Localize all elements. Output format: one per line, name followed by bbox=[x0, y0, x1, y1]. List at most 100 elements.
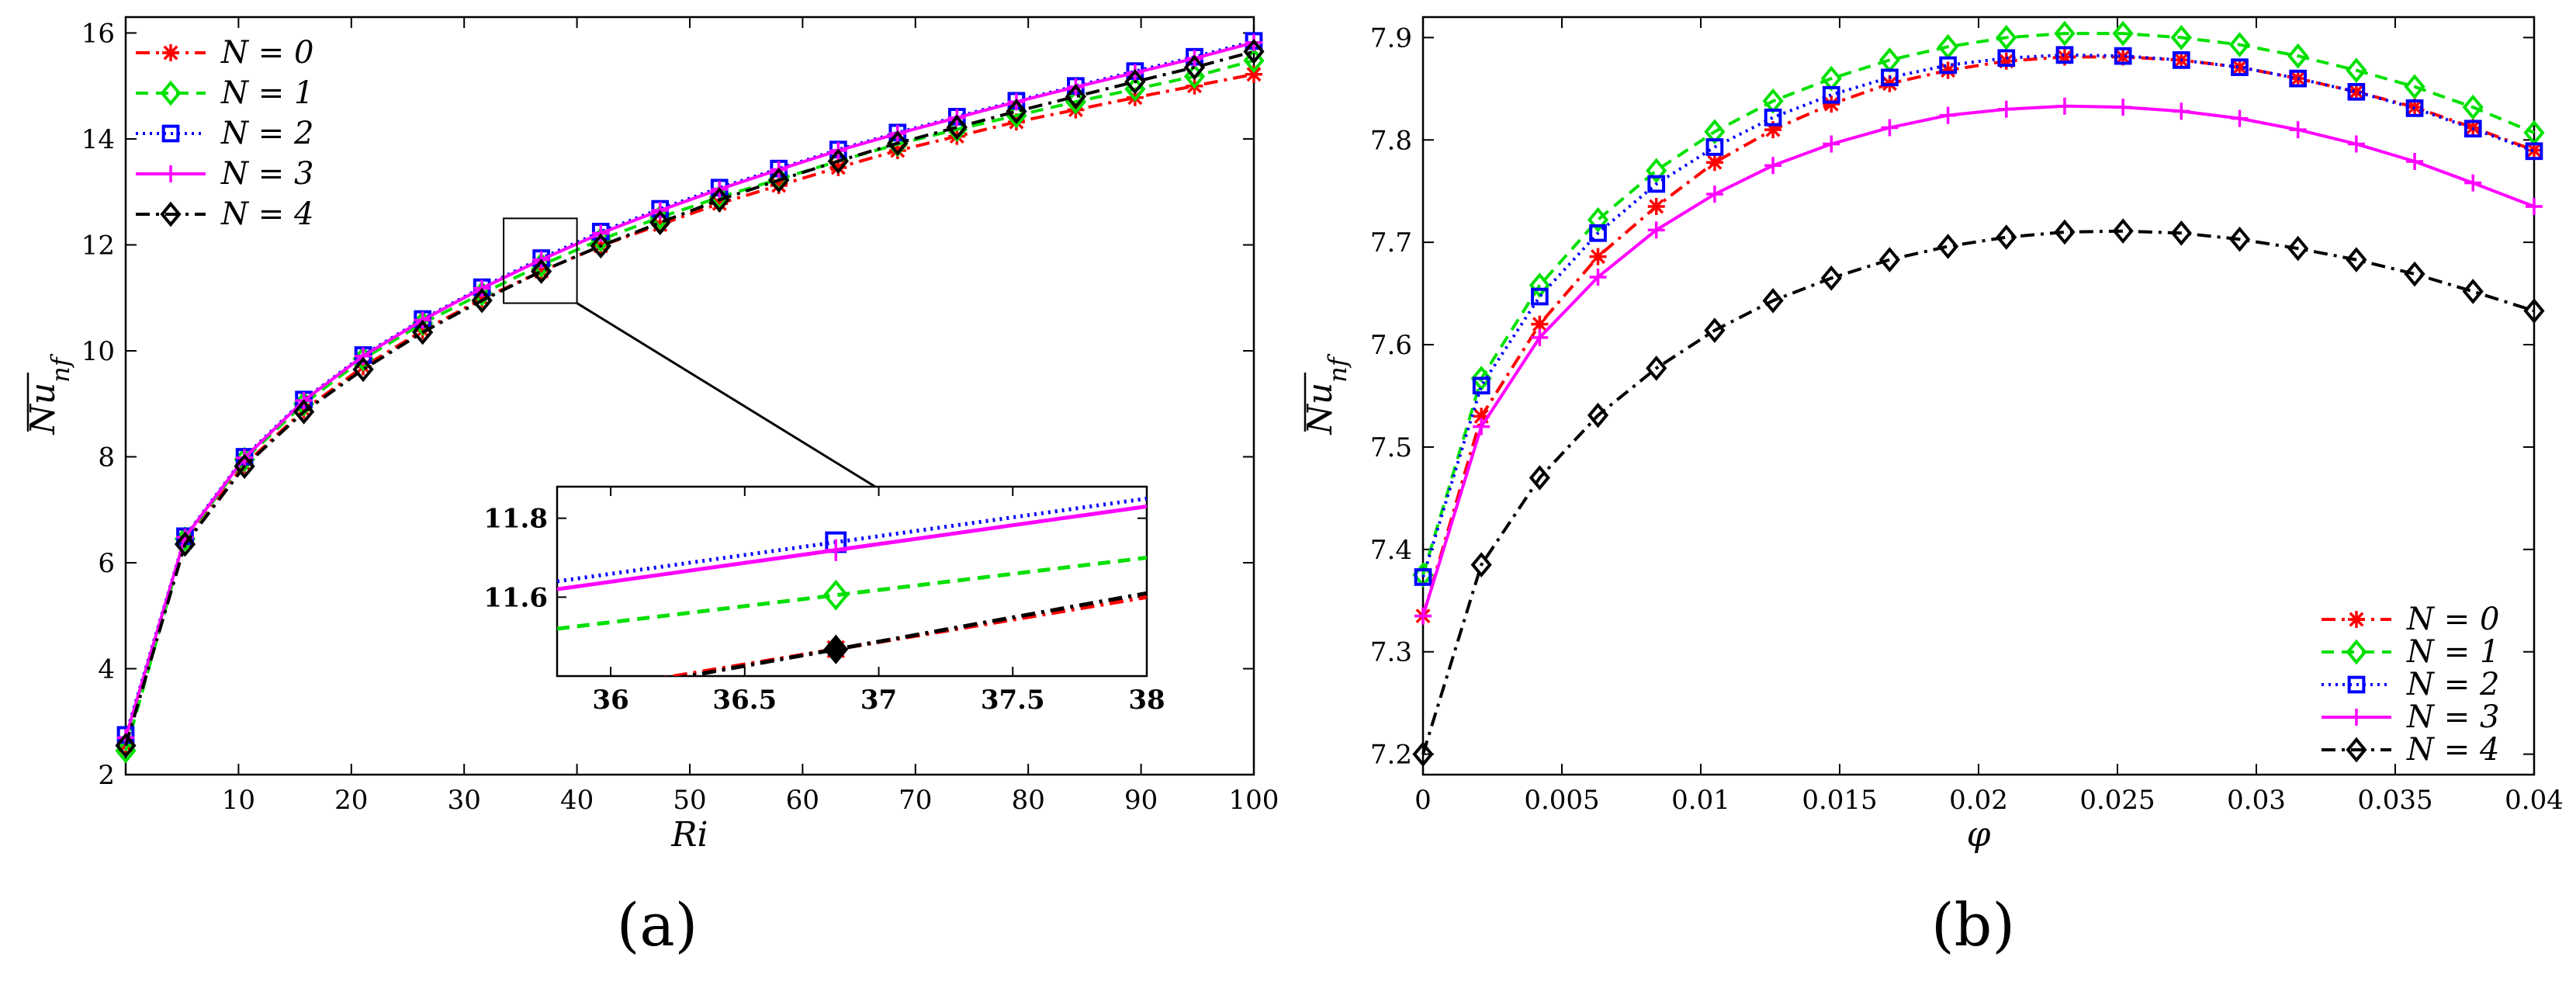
data-point bbox=[2054, 219, 2076, 245]
data-point bbox=[2231, 109, 2249, 127]
legend-marker bbox=[161, 124, 180, 143]
data-point bbox=[946, 114, 968, 140]
data-point bbox=[770, 177, 788, 195]
data-point bbox=[1589, 248, 1607, 265]
data-point bbox=[1997, 52, 2015, 70]
data-point bbox=[1531, 287, 1549, 306]
legend-marker bbox=[2348, 611, 2365, 628]
inset-marker bbox=[823, 634, 849, 664]
data-point bbox=[2112, 20, 2134, 47]
y-axis-label-main: Nu bbox=[1300, 383, 1340, 435]
y-tick-label: 7.2 bbox=[1370, 740, 1412, 771]
series-line bbox=[124, 50, 1255, 747]
data-point bbox=[1997, 100, 2015, 118]
data-point bbox=[649, 210, 671, 236]
x-tick-label: 0.025 bbox=[2079, 785, 2155, 816]
series-line bbox=[124, 59, 1255, 751]
x-tick-label: 100 bbox=[1229, 785, 1279, 816]
data-point bbox=[2347, 83, 2365, 101]
data-point bbox=[1587, 206, 1609, 233]
y-axis-label: Nunf bbox=[1300, 353, 1352, 435]
data-point bbox=[2462, 94, 2484, 120]
data-point bbox=[592, 224, 610, 242]
y-tick-label: 7.9 bbox=[1370, 23, 1412, 54]
data-point bbox=[1006, 99, 1027, 124]
data-point bbox=[2055, 46, 2074, 64]
data-point bbox=[352, 356, 374, 383]
series-line bbox=[1421, 53, 2535, 577]
x-tick-label: 0.03 bbox=[2227, 785, 2286, 816]
data-point bbox=[2346, 247, 2367, 272]
data-point bbox=[2112, 218, 2134, 244]
data-point bbox=[2346, 57, 2367, 83]
data-point bbox=[1996, 224, 2017, 250]
data-point bbox=[708, 187, 730, 213]
data-point bbox=[2404, 261, 2425, 287]
y-tick-label: 8 bbox=[98, 442, 115, 473]
data-point bbox=[2228, 32, 2251, 57]
data-point bbox=[174, 531, 196, 557]
data-point bbox=[1124, 68, 1146, 95]
data-point bbox=[2114, 99, 2132, 116]
data-point bbox=[1647, 198, 1665, 215]
data-point bbox=[1531, 328, 1549, 346]
data-point bbox=[1470, 552, 1492, 577]
data-point bbox=[2228, 226, 2251, 252]
plot-frame bbox=[1421, 16, 2536, 776]
data-point bbox=[651, 216, 669, 234]
data-point bbox=[1937, 234, 1959, 259]
series-line bbox=[1421, 104, 2535, 617]
data-point bbox=[532, 262, 550, 280]
x-tick-label: 0 bbox=[1414, 785, 1432, 816]
legend-marker bbox=[2346, 737, 2367, 763]
y-tick-label: 7.4 bbox=[1370, 535, 1412, 566]
legend: N = 0N = 1N = 2N = 3N = 4 bbox=[2322, 602, 2499, 768]
inset-series-4 bbox=[677, 591, 1147, 676]
series-2 bbox=[1414, 46, 2543, 586]
data-point bbox=[2347, 82, 2366, 101]
data-point bbox=[590, 233, 611, 259]
x-tick-label: 80 bbox=[1012, 785, 1045, 816]
x-tick-label: 0.04 bbox=[2505, 785, 2564, 816]
data-point bbox=[2170, 25, 2192, 50]
x-tick-label: 0.02 bbox=[1949, 785, 2008, 816]
data-point bbox=[1878, 247, 1901, 272]
data-point bbox=[1647, 175, 1666, 193]
data-point bbox=[1764, 108, 1782, 127]
x-tick-label: 70 bbox=[898, 785, 932, 816]
data-point bbox=[2287, 43, 2309, 69]
legend-label: N = 0 bbox=[2406, 602, 2499, 637]
y-tick-label: 12 bbox=[81, 230, 115, 261]
data-point bbox=[888, 141, 906, 159]
data-point bbox=[1243, 39, 1265, 64]
data-point bbox=[1473, 418, 1491, 435]
data-point bbox=[1245, 65, 1262, 83]
inset-y-tick-label: 11.6 bbox=[483, 582, 548, 613]
data-point bbox=[1762, 288, 1784, 314]
data-point bbox=[471, 287, 493, 314]
legend-label: N = 4 bbox=[2406, 732, 2499, 768]
data-point bbox=[2231, 58, 2249, 76]
data-point bbox=[2406, 152, 2424, 170]
data-point bbox=[1823, 95, 1840, 113]
data-point bbox=[2231, 58, 2249, 76]
data-point bbox=[1881, 119, 1899, 137]
y-tick-label: 4 bbox=[98, 654, 115, 685]
data-point bbox=[293, 399, 315, 425]
data-point bbox=[1704, 317, 1726, 343]
inset-series-line bbox=[557, 496, 1147, 584]
series-4 bbox=[115, 39, 1265, 758]
data-point bbox=[531, 258, 552, 284]
inset-marker bbox=[822, 579, 849, 611]
data-point bbox=[2054, 20, 2076, 47]
series-line bbox=[1421, 229, 2535, 755]
data-point bbox=[2172, 51, 2190, 69]
inset-x-tick-label: 36.5 bbox=[712, 685, 777, 716]
data-point bbox=[1646, 356, 1667, 381]
legend-marker bbox=[2348, 709, 2365, 726]
data-point bbox=[1705, 138, 1724, 156]
x-tick-label: 0.005 bbox=[1524, 785, 1599, 816]
data-point bbox=[1472, 376, 1491, 395]
x-tick-label: 10 bbox=[222, 785, 255, 816]
x-tick-label: 0.015 bbox=[1802, 785, 1877, 816]
